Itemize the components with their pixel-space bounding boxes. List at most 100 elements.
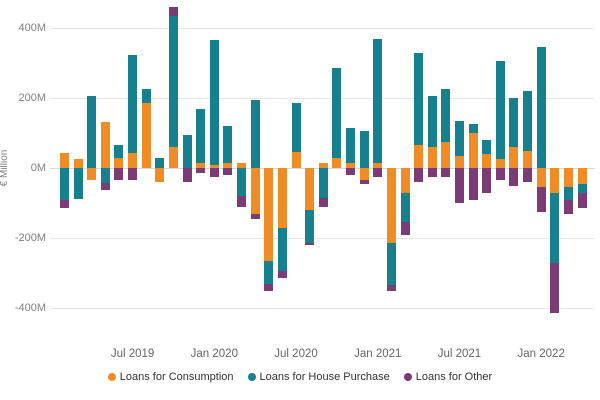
bar-segment[interactable] [346,162,356,168]
bar-segment[interactable] [114,145,124,158]
legend-item-consumption[interactable]: Loans for Consumption [107,371,234,383]
bar-segment[interactable] [60,153,69,168]
bar-segment[interactable] [441,89,451,142]
bar-segment[interactable] [60,168,69,200]
bar-segment[interactable] [209,40,219,165]
bar-segment[interactable] [482,140,492,154]
bar-segment[interactable] [305,210,315,244]
bar-segment[interactable] [237,196,247,207]
bar-segment[interactable] [414,145,424,168]
bar-segment[interactable] [155,168,165,182]
bar-segment[interactable] [155,157,165,168]
bar-segment[interactable] [100,168,110,184]
bar-segment[interactable] [128,153,138,168]
bar-segment[interactable] [182,134,192,168]
bar-segment[interactable] [73,159,83,168]
bar-segment[interactable] [291,152,301,168]
bar-segment[interactable] [495,159,505,168]
bar-segment[interactable] [277,271,287,278]
bar-segment[interactable] [264,283,274,291]
bar-segment[interactable] [277,168,287,228]
bar-segment[interactable] [100,183,110,191]
bar-segment[interactable] [114,168,124,181]
bar-segment[interactable] [100,121,110,168]
bar-segment[interactable] [277,227,287,272]
bar-segment[interactable] [577,183,587,193]
bar-segment[interactable] [563,199,573,214]
bar-segment[interactable] [373,38,383,163]
bar-segment[interactable] [318,197,328,207]
bar-segment[interactable] [400,168,410,193]
bar-segment[interactable] [264,168,274,261]
bar-segment[interactable] [386,243,396,286]
bar-segment[interactable] [454,168,464,203]
bar-segment[interactable] [386,168,396,244]
bar-segment[interactable] [114,157,124,168]
bar-segment[interactable] [318,162,328,168]
bar-segment[interactable] [577,168,587,184]
bar-segment[interactable] [359,131,369,168]
bar-segment[interactable] [468,168,478,200]
bar-segment[interactable] [427,168,437,177]
bar-segment[interactable] [550,262,560,314]
bar-segment[interactable] [87,168,97,181]
bar-segment[interactable] [332,157,342,168]
bar-segment[interactable] [441,141,451,168]
bar-segment[interactable] [60,199,69,209]
bar-segment[interactable] [141,89,151,104]
bar-segment[interactable] [386,285,396,291]
bar-segment[interactable] [359,168,369,181]
bar-segment[interactable] [563,187,573,200]
bar-segment[interactable] [509,168,519,186]
bar-segment[interactable] [291,103,301,153]
bar-segment[interactable] [196,168,206,174]
bar-segment[interactable] [223,162,233,168]
bar-segment[interactable] [373,168,383,177]
bar-segment[interactable] [536,187,546,212]
bar-segment[interactable] [523,91,533,151]
bar-segment[interactable] [128,168,138,181]
bar-segment[interactable] [250,168,260,214]
bar-segment[interactable] [523,150,533,168]
bar-segment[interactable] [250,99,260,168]
bar-segment[interactable] [141,103,151,168]
bar-segment[interactable] [550,192,560,263]
bar-segment[interactable] [523,168,533,182]
bar-segment[interactable] [209,164,219,168]
bar-segment[interactable] [332,68,342,158]
bar-segment[interactable] [196,108,206,163]
bar-segment[interactable] [509,98,519,147]
bar-segment[interactable] [237,168,247,196]
bar-segment[interactable] [400,192,410,223]
bar-segment[interactable] [509,147,519,168]
bar-segment[interactable] [495,168,505,181]
bar-segment[interactable] [346,168,356,175]
bar-segment[interactable] [414,52,424,146]
bar-segment[interactable] [223,126,233,163]
bar-segment[interactable] [482,154,492,168]
bar-segment[interactable] [168,7,178,16]
bar-segment[interactable] [264,260,274,284]
bar-segment[interactable] [536,168,546,188]
bar-segment[interactable] [73,168,83,199]
bar-segment[interactable] [196,162,206,168]
bar-segment[interactable] [223,168,233,175]
bar-segment[interactable] [550,168,560,193]
bar-segment[interactable] [346,127,356,163]
bar-segment[interactable] [414,168,424,182]
bar-segment[interactable] [373,162,383,168]
bar-segment[interactable] [168,15,178,147]
bar-segment[interactable] [168,147,178,168]
bar-segment[interactable] [305,168,315,210]
bar-segment[interactable] [237,162,247,168]
bar-segment[interactable] [305,243,315,245]
bar-segment[interactable] [87,96,97,168]
legend-item-other[interactable]: Loans for Other [403,371,492,383]
bar-segment[interactable] [359,180,369,184]
bar-segment[interactable] [250,213,260,219]
bar-segment[interactable] [128,55,138,154]
bar-segment[interactable] [441,168,451,177]
bar-segment[interactable] [427,96,437,147]
bar-segment[interactable] [454,155,464,168]
bar-segment[interactable] [495,61,505,160]
